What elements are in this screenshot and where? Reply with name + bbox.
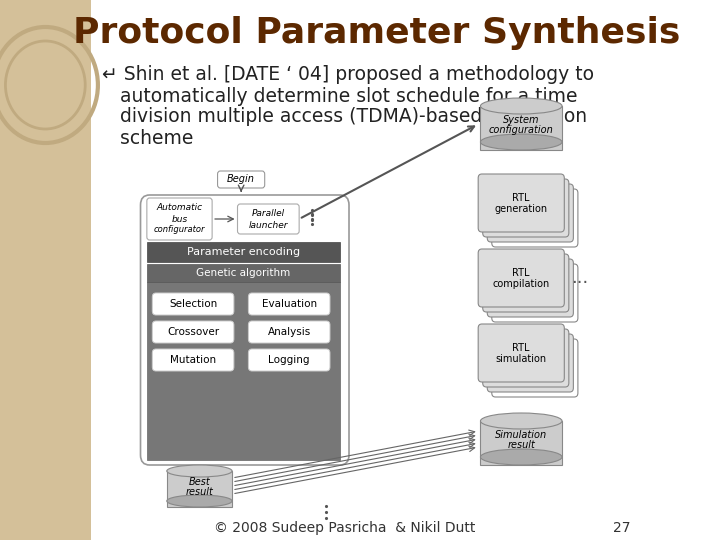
Text: result: result bbox=[186, 487, 213, 497]
Text: ...: ... bbox=[572, 269, 589, 287]
Text: RTL: RTL bbox=[513, 193, 530, 203]
Ellipse shape bbox=[480, 98, 562, 114]
Text: Analysis: Analysis bbox=[268, 327, 311, 337]
Text: Best: Best bbox=[189, 477, 210, 487]
Text: Parallel: Parallel bbox=[252, 210, 285, 219]
Text: Automatic: Automatic bbox=[156, 204, 202, 213]
FancyBboxPatch shape bbox=[487, 259, 573, 317]
Text: ↵ Shin et al. [DATE ‘ 04] proposed a methodology to: ↵ Shin et al. [DATE ‘ 04] proposed a met… bbox=[102, 65, 595, 84]
FancyBboxPatch shape bbox=[478, 174, 564, 232]
Text: 27: 27 bbox=[613, 521, 630, 535]
Text: division multiple access (TDMA)-based arbitration: division multiple access (TDMA)-based ar… bbox=[102, 107, 588, 126]
Ellipse shape bbox=[480, 449, 562, 465]
FancyBboxPatch shape bbox=[248, 349, 330, 371]
Text: simulation: simulation bbox=[495, 354, 546, 364]
FancyBboxPatch shape bbox=[153, 349, 234, 371]
Text: generation: generation bbox=[495, 204, 548, 214]
Text: result: result bbox=[508, 440, 535, 450]
FancyBboxPatch shape bbox=[487, 334, 573, 392]
Text: RTL: RTL bbox=[513, 268, 530, 278]
Bar bbox=[147, 282, 340, 460]
Ellipse shape bbox=[167, 465, 232, 477]
Text: scheme: scheme bbox=[102, 129, 194, 147]
FancyBboxPatch shape bbox=[482, 254, 569, 312]
Bar bbox=[167, 471, 232, 507]
Text: Begin: Begin bbox=[228, 174, 255, 185]
Text: configurator: configurator bbox=[154, 226, 205, 234]
Text: RTL: RTL bbox=[513, 343, 530, 353]
Text: Simulation: Simulation bbox=[495, 430, 547, 440]
Text: Mutation: Mutation bbox=[170, 355, 216, 365]
Ellipse shape bbox=[480, 134, 562, 150]
FancyBboxPatch shape bbox=[482, 329, 569, 387]
Bar bbox=[147, 242, 340, 262]
FancyBboxPatch shape bbox=[492, 339, 578, 397]
FancyBboxPatch shape bbox=[238, 204, 299, 234]
Ellipse shape bbox=[167, 495, 232, 507]
FancyBboxPatch shape bbox=[248, 321, 330, 343]
FancyBboxPatch shape bbox=[153, 293, 234, 315]
FancyBboxPatch shape bbox=[487, 184, 573, 242]
Text: System: System bbox=[503, 115, 539, 125]
FancyBboxPatch shape bbox=[217, 171, 265, 188]
Text: © 2008 Sudeep Pasricha  & Nikil Dutt: © 2008 Sudeep Pasricha & Nikil Dutt bbox=[214, 521, 475, 535]
Text: Selection: Selection bbox=[169, 299, 217, 309]
Bar bbox=[480, 421, 562, 465]
Text: automatically determine slot schedule for a time: automatically determine slot schedule fo… bbox=[102, 86, 578, 105]
FancyBboxPatch shape bbox=[153, 321, 234, 343]
Text: bus: bus bbox=[171, 214, 188, 224]
FancyBboxPatch shape bbox=[482, 179, 569, 237]
Text: Crossover: Crossover bbox=[167, 327, 219, 337]
Bar bbox=[0, 0, 91, 540]
Text: launcher: launcher bbox=[248, 220, 288, 230]
Text: Logging: Logging bbox=[269, 355, 310, 365]
FancyBboxPatch shape bbox=[147, 198, 212, 240]
Ellipse shape bbox=[480, 413, 562, 429]
Bar bbox=[147, 264, 340, 282]
FancyBboxPatch shape bbox=[492, 264, 578, 322]
Text: Protocol Parameter Synthesis: Protocol Parameter Synthesis bbox=[73, 16, 680, 50]
FancyBboxPatch shape bbox=[478, 249, 564, 307]
Text: configuration: configuration bbox=[489, 125, 554, 135]
FancyBboxPatch shape bbox=[140, 195, 349, 465]
Bar bbox=[480, 106, 562, 150]
Text: Evaluation: Evaluation bbox=[261, 299, 317, 309]
Text: Genetic algorithm: Genetic algorithm bbox=[197, 268, 291, 278]
FancyBboxPatch shape bbox=[478, 324, 564, 382]
Text: compilation: compilation bbox=[492, 279, 550, 289]
FancyBboxPatch shape bbox=[492, 189, 578, 247]
Text: Parameter encoding: Parameter encoding bbox=[186, 247, 300, 257]
FancyBboxPatch shape bbox=[248, 293, 330, 315]
